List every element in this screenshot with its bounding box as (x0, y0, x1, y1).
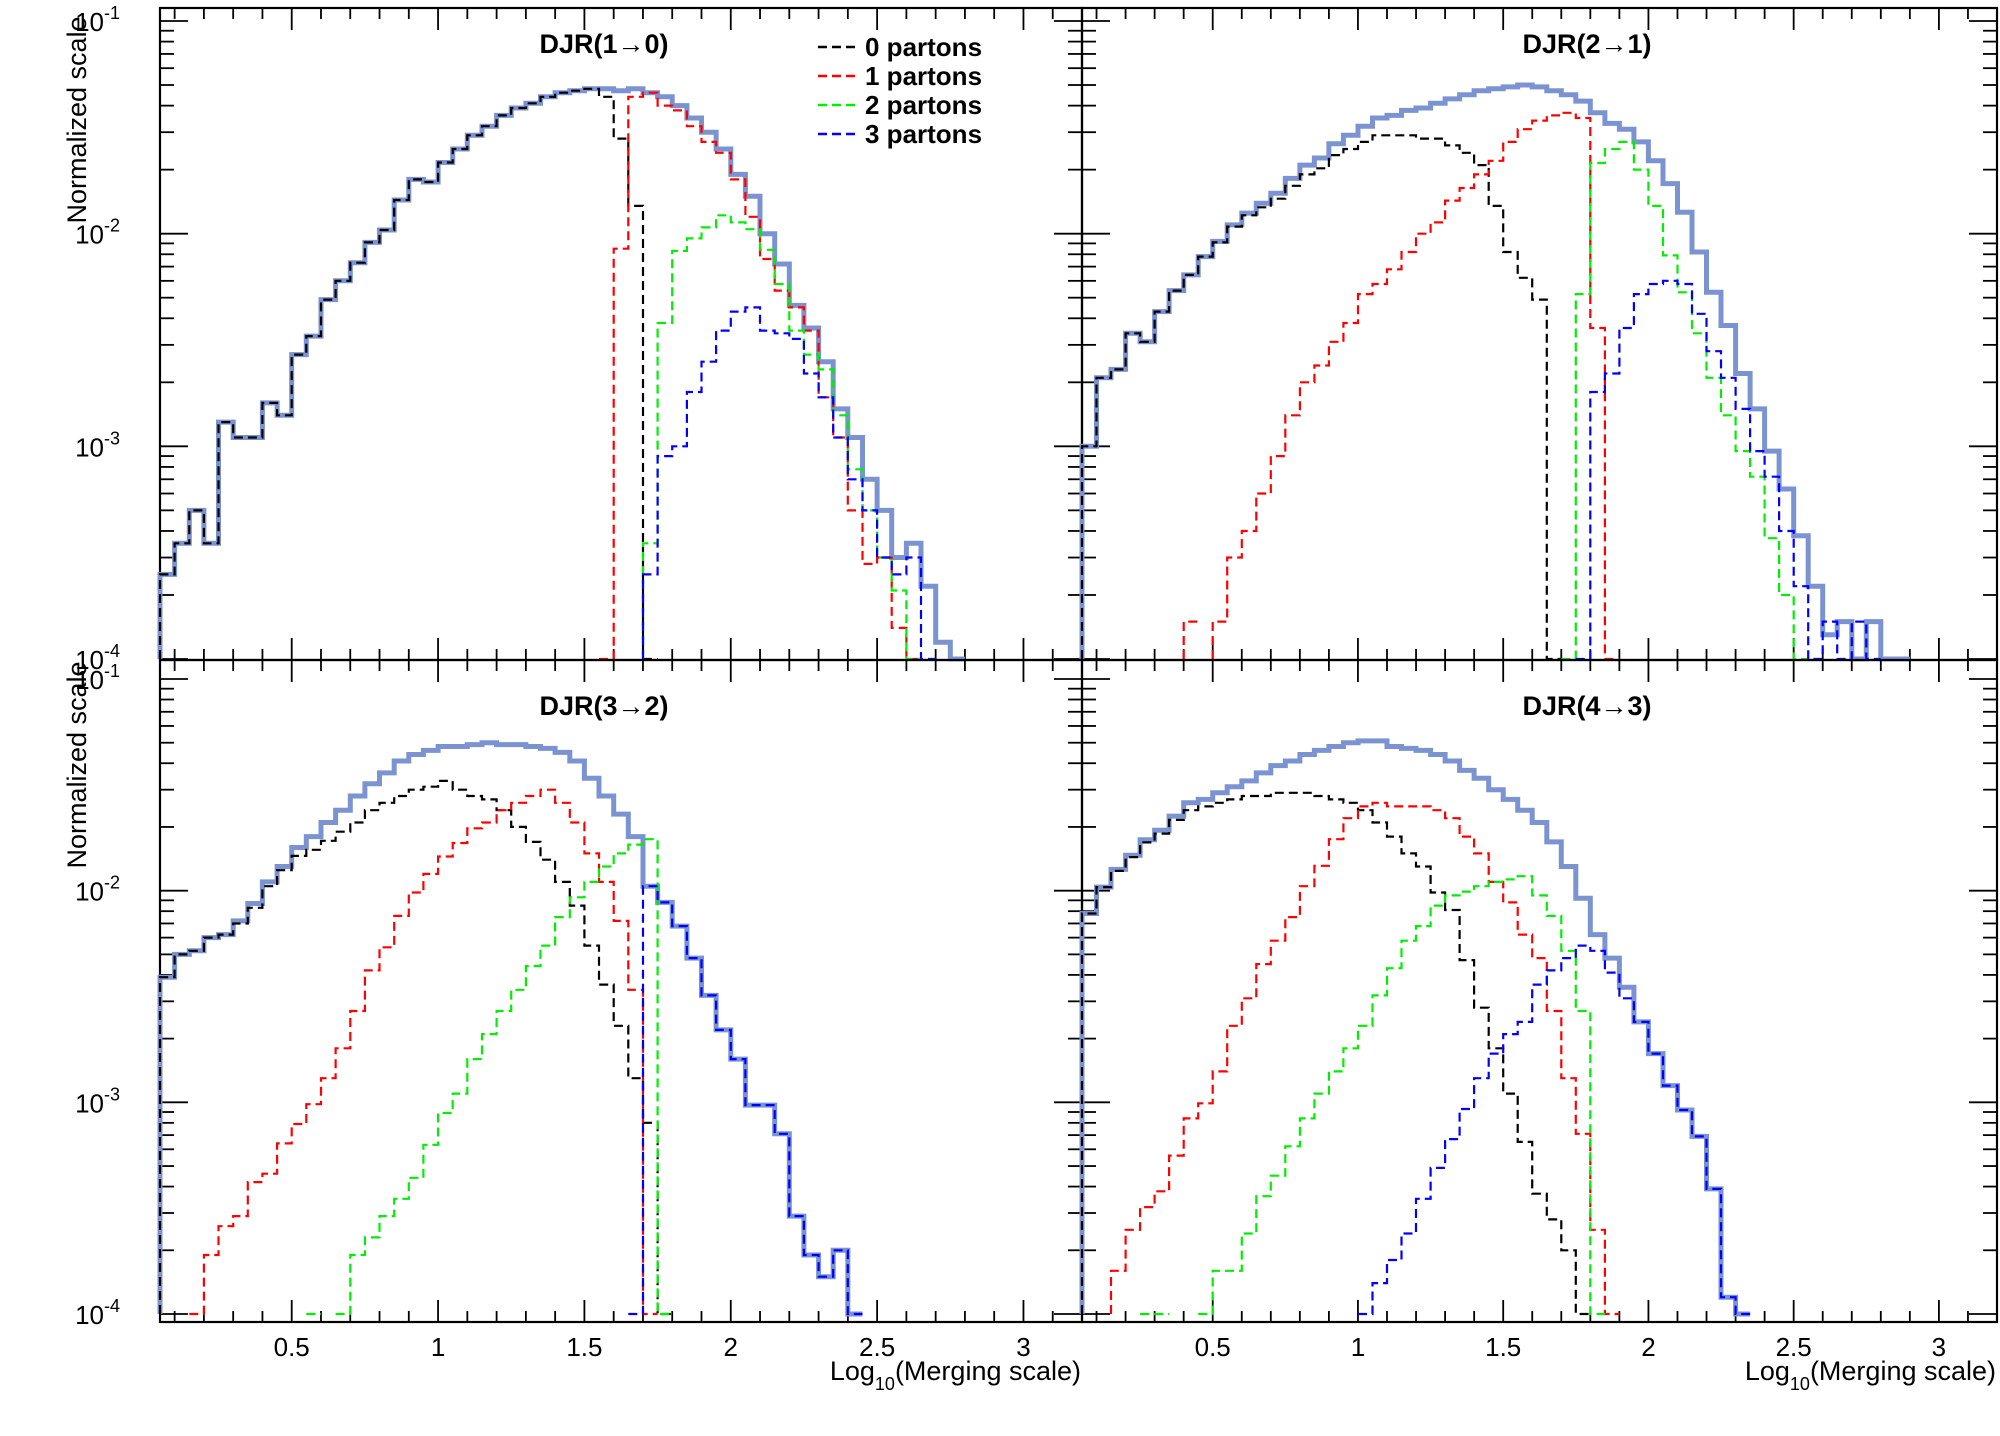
series-total (157, 740, 863, 1317)
series-0-partons (158, 87, 658, 661)
y-tick-label: 10-3 (75, 428, 120, 462)
series-0-partons (1080, 791, 1591, 1316)
panel-title: DJR(1→0) (539, 29, 668, 59)
y-tick-label: 10-4 (75, 641, 120, 675)
panel-3: 0.5 1 1.5 2 2.5 3 10-1 10-2 10-3 10-4 DJR(3→2) (75, 658, 1084, 1362)
legend: 0 partons 1 partons 2 partons 3 partons (818, 32, 982, 149)
x-tick-label: 1 (431, 1332, 445, 1362)
series-1-partons (599, 91, 921, 661)
panel-title: DJR(2→1) (1522, 29, 1651, 59)
series-3-partons (641, 306, 936, 661)
x-tick-label: 1.5 (566, 1332, 602, 1362)
x-tick-label: 1 (1351, 1332, 1365, 1362)
legend-label-3: 3 partons (865, 119, 982, 149)
series-2-partons (641, 214, 921, 661)
panel-title: DJR(4→3) (1522, 691, 1651, 721)
y-tick-label: 10-2 (75, 873, 120, 907)
x-axis-label-left: Log10(Merging scale) (830, 1356, 1081, 1394)
x-axis-label-right: Log10(Merging scale) (1745, 1356, 1996, 1394)
series-1-partons (1182, 111, 1620, 661)
series-total (157, 86, 965, 662)
y-tick-label: 10-3 (75, 1084, 120, 1118)
series-1-partons (1109, 801, 1620, 1316)
series-0-partons (158, 779, 673, 1316)
series-1-partons (189, 788, 658, 1316)
y-tick-label: 10-2 (75, 216, 120, 250)
series-2-partons (1561, 140, 1809, 661)
series-2-partons (306, 838, 673, 1316)
y-tick-label: 10-4 (75, 1296, 120, 1330)
legend-label-0: 0 partons (865, 32, 982, 62)
panel-1: 10-1 10-2 10-3 10-4 DJR(1→0) (75, 3, 1084, 675)
series-3-partons (1575, 279, 1881, 661)
legend-label-2: 2 partons (865, 90, 982, 120)
y-axis-label-bottom: Normalized scale (62, 661, 92, 868)
panel-4: 0.5 1 1.5 2 2.5 3 DJR(4→3) (1079, 658, 1999, 1362)
x-tick-label: 0.5 (274, 1332, 310, 1362)
panels: 10-1 10-2 10-3 10-4 DJR(1→0) DJR(2→1) 0.5 1 1.5 2… (75, 3, 1999, 1362)
x-tick-label: 2.5 (859, 1332, 895, 1362)
x-tick-label: 3 (1932, 1332, 1946, 1362)
series-3-partons (1358, 944, 1751, 1316)
series-3-partons (628, 885, 863, 1316)
x-tick-label: 2 (1641, 1332, 1655, 1362)
x-tick-label: 0.5 (1195, 1332, 1231, 1362)
y-tick-label: 10-1 (75, 3, 120, 37)
panel-title: DJR(3→2) (539, 691, 668, 721)
legend-label-1: 1 partons (865, 61, 982, 91)
x-tick-label: 2.5 (1776, 1332, 1812, 1362)
x-tick-label: 2 (724, 1332, 738, 1362)
panel-2: DJR(2→1) (1079, 6, 1999, 662)
x-tick-label: 1.5 (1485, 1332, 1521, 1362)
series-2-partons (1140, 875, 1605, 1316)
series-0-partons (1080, 134, 1562, 661)
x-tick-label: 3 (1016, 1332, 1030, 1362)
y-axis-label-top: Normalized scale (62, 16, 92, 223)
y-tick-label: 10-1 (75, 661, 120, 695)
